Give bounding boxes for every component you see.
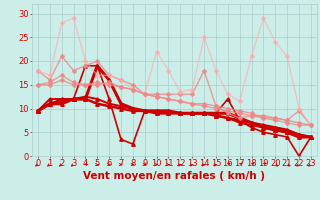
X-axis label: Vent moyen/en rafales ( km/h ): Vent moyen/en rafales ( km/h ) [84, 171, 265, 181]
